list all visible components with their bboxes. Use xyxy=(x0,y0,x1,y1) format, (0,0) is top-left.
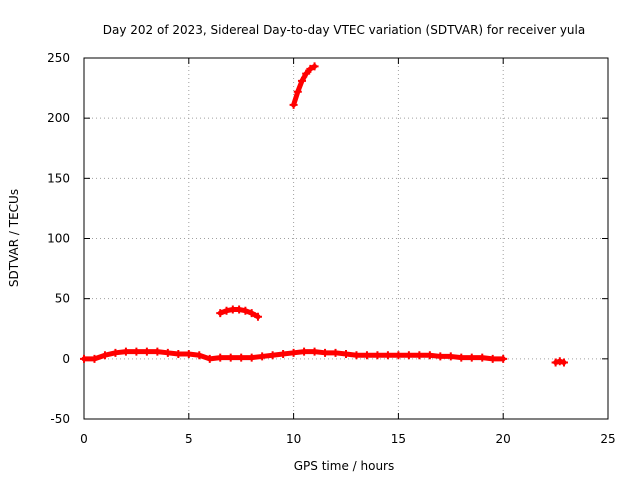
data-point xyxy=(467,353,476,362)
data-point xyxy=(153,347,162,356)
y-tick-label: 200 xyxy=(47,111,70,125)
data-point xyxy=(404,351,413,360)
data-series xyxy=(551,357,568,367)
data-point xyxy=(383,351,392,360)
data-point xyxy=(289,100,298,109)
data-series xyxy=(80,347,508,363)
data-point xyxy=(258,352,267,361)
data-point xyxy=(457,353,466,362)
series-line xyxy=(291,63,318,108)
data-point xyxy=(121,347,130,356)
chart-title: Day 202 of 2023, Sidereal Day-to-day VTE… xyxy=(103,23,585,37)
x-tick-label: 15 xyxy=(391,432,406,446)
data-point xyxy=(342,350,350,359)
data-point xyxy=(142,347,151,356)
data-point xyxy=(222,306,231,315)
x-tick-label: 10 xyxy=(286,432,301,446)
data-point xyxy=(415,351,424,360)
data-point xyxy=(279,350,288,359)
axis-ticks: 0 5 10 15 20 25 -50 0 50 100 150 200 250 xyxy=(47,51,616,446)
data-point xyxy=(297,76,306,85)
y-tick-label: 100 xyxy=(47,232,70,246)
data-point xyxy=(174,350,183,359)
data-point xyxy=(559,358,568,367)
y-tick-label: 0 xyxy=(62,352,70,366)
data-point xyxy=(373,351,382,360)
x-axis-label: GPS time / hours xyxy=(294,459,395,473)
data-point xyxy=(80,354,88,363)
data-point xyxy=(436,352,445,361)
y-tick-label: -50 xyxy=(50,412,70,426)
data-point xyxy=(302,69,311,78)
data-point xyxy=(268,351,277,360)
data-point xyxy=(241,306,250,315)
data-point xyxy=(90,354,99,363)
data-series xyxy=(216,305,262,321)
data-point xyxy=(111,348,120,357)
data-point xyxy=(184,350,193,359)
x-tick-label: 25 xyxy=(600,432,615,446)
y-tick-label: 250 xyxy=(47,51,70,65)
data-point xyxy=(216,353,225,362)
data-point xyxy=(352,351,361,360)
data-point xyxy=(488,354,497,363)
data-point xyxy=(163,348,172,357)
data-point xyxy=(195,351,204,360)
data-point xyxy=(237,353,246,362)
data-point xyxy=(306,64,315,73)
grid-lines xyxy=(84,58,608,419)
data-point xyxy=(321,348,330,357)
data-point xyxy=(235,305,244,314)
y-tick-label: 150 xyxy=(47,171,70,185)
data-point xyxy=(247,309,256,318)
data-point xyxy=(446,352,455,361)
data-point xyxy=(425,351,434,360)
y-tick-label: 50 xyxy=(55,292,70,306)
data-points xyxy=(80,62,568,367)
data-point xyxy=(289,348,298,357)
data-point xyxy=(499,354,508,363)
plot-frame xyxy=(83,57,609,420)
data-point xyxy=(226,353,235,362)
data-point xyxy=(253,312,262,321)
data-point xyxy=(216,309,225,318)
data-point xyxy=(300,347,309,356)
data-point xyxy=(394,351,403,360)
data-point xyxy=(247,353,256,362)
data-point xyxy=(551,358,560,367)
x-tick-label: 20 xyxy=(496,432,511,446)
data-series xyxy=(289,62,319,109)
data-point xyxy=(205,354,214,363)
data-point xyxy=(100,351,109,360)
x-tick-label: 0 xyxy=(80,432,88,446)
data-point xyxy=(478,353,487,362)
data-point xyxy=(555,357,564,366)
x-tick-label: 5 xyxy=(185,432,193,446)
data-point xyxy=(331,348,340,357)
data-point xyxy=(293,87,302,96)
data-point xyxy=(132,347,141,356)
data-point xyxy=(310,62,319,71)
y-axis-label: SDTVAR / TECUs xyxy=(7,189,21,287)
data-point xyxy=(362,351,371,360)
data-point xyxy=(310,347,319,356)
